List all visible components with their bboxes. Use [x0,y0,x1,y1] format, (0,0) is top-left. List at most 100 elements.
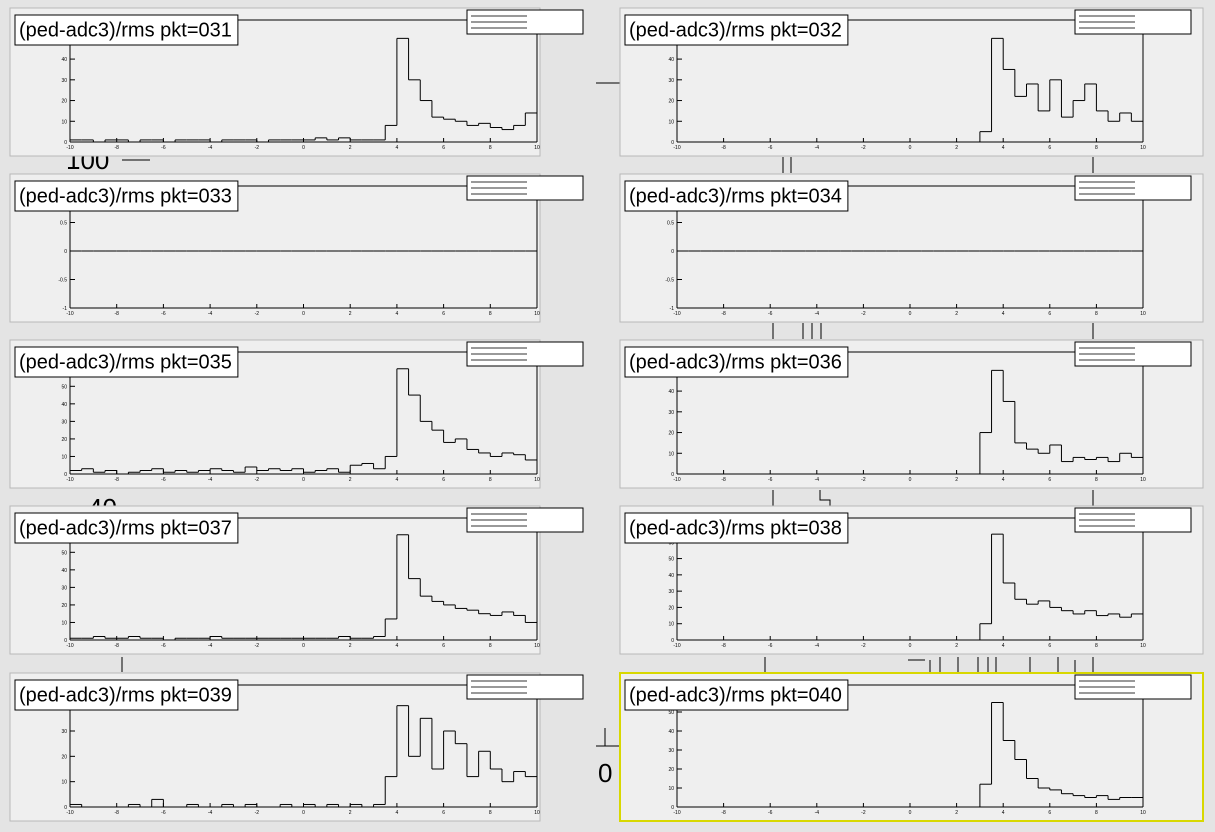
y-tick-label: 0 [671,472,674,478]
x-tick-label: 2 [349,810,352,816]
x-tick-label: 6 [442,311,445,317]
x-tick-label: -8 [114,643,119,649]
x-tick-label: 8 [1095,477,1098,483]
pad-title: (ped-adc3)/rms pkt=036 [629,351,842,373]
x-tick-label: 2 [349,643,352,649]
y-tick-label: 0 [64,805,67,811]
x-tick-label: 4 [1002,311,1005,317]
pad: -10-8-6-4-2024681001020304050(ped-adc3)/… [619,339,1204,489]
y-tick-label: 50 [668,710,674,716]
x-tick-label: 4 [396,643,399,649]
y-tick-label: 0 [64,249,67,255]
x-tick-label: -6 [768,477,773,483]
title-box [14,346,239,378]
y-tick-label: 0.5 [60,221,67,227]
y-tick-label: -1 [670,306,675,312]
y-tick-label: 20 [668,767,674,773]
x-tick-label: 0 [302,643,305,649]
x-tick-label: -8 [721,810,726,816]
y-tick-label: 40 [61,57,67,63]
x-tick-label: -4 [208,145,213,151]
x-tick-label: 0 [909,643,912,649]
x-tick-label: -2 [861,145,866,151]
x-tick-label: -4 [815,643,820,649]
x-tick-label: 10 [1140,810,1146,816]
title-box [14,512,239,544]
x-tick-label: 8 [489,477,492,483]
x-tick-label: -2 [255,810,260,816]
x-tick-label: -6 [768,145,773,151]
x-tick-label: 10 [1140,643,1146,649]
x-tick-label: -4 [208,311,213,317]
y-tick-label: 0 [64,472,67,478]
x-tick-label: -4 [208,643,213,649]
x-tick-label: -10 [673,477,680,483]
x-tick-label: 10 [1140,145,1146,151]
x-tick-label: -4 [815,477,820,483]
y-tick-label: 30 [61,78,67,84]
x-tick-label: 0 [302,477,305,483]
x-tick-label: 10 [534,477,540,483]
x-tick-label: 0 [302,311,305,317]
x-tick-label: 6 [1048,810,1051,816]
bg-line [596,728,620,747]
pad: -10-8-6-4-20246810010203040(ped-adc3)/rm… [9,672,584,822]
title-box [624,14,849,46]
y-tick-label: -0.5 [665,278,674,284]
x-tick-label: -8 [114,145,119,151]
x-tick-label: 4 [396,810,399,816]
x-tick-label: 6 [1048,145,1051,151]
x-tick-label: -6 [161,643,166,649]
x-tick-label: -10 [673,810,680,816]
x-tick-label: 2 [955,477,958,483]
x-tick-label: -4 [208,477,213,483]
y-tick-label: 50 [61,550,67,556]
y-tick-label: 40 [668,573,674,579]
y-tick-label: 0 [671,249,674,255]
y-tick-label: 50 [61,384,67,390]
y-tick-label: 10 [61,780,67,786]
y-tick-label: 20 [61,99,67,105]
title-box [624,346,849,378]
x-tick-label: 8 [1095,810,1098,816]
x-tick-label: -6 [161,477,166,483]
x-tick-label: -2 [861,810,866,816]
pad-title: (ped-adc3)/rms pkt=032 [629,19,842,41]
pad: -10-8-6-4-2024681001020304050(ped-adc3)/… [9,7,584,157]
pad-title: (ped-adc3)/rms pkt=038 [629,517,842,539]
pad: -10-8-6-4-202468100102030405060(ped-adc3… [9,505,584,655]
x-tick-label: -2 [861,311,866,317]
y-tick-label: 10 [61,454,67,460]
x-tick-label: 0 [909,311,912,317]
x-tick-label: 4 [396,311,399,317]
background-lines [121,82,1094,747]
x-tick-label: -6 [768,643,773,649]
x-tick-label: 6 [442,145,445,151]
x-tick-label: 6 [1048,477,1051,483]
x-tick-label: 2 [349,145,352,151]
x-tick-label: 10 [534,311,540,317]
y-tick-label: 30 [668,78,674,84]
y-tick-label: 20 [668,605,674,611]
x-tick-label: -10 [66,145,73,151]
x-tick-label: -2 [255,145,260,151]
y-tick-label: 20 [61,754,67,760]
y-tick-label: 10 [668,786,674,792]
y-tick-label: 30 [668,410,674,416]
x-tick-label: -4 [208,810,213,816]
x-tick-label: -8 [114,810,119,816]
x-tick-label: 4 [1002,145,1005,151]
x-tick-label: -2 [861,477,866,483]
y-tick-label: 20 [668,431,674,437]
x-tick-label: -10 [673,145,680,151]
x-tick-label: -2 [255,643,260,649]
title-box [624,512,849,544]
y-tick-label: 0 [64,140,67,146]
x-tick-label: -10 [66,477,73,483]
title-box [624,679,849,711]
x-tick-label: -2 [861,643,866,649]
x-tick-label: -10 [66,810,73,816]
pad-title: (ped-adc3)/rms pkt=031 [19,19,232,41]
pad: -10-8-6-4-20246810-1-0.500.51(ped-adc3)/… [9,173,584,323]
